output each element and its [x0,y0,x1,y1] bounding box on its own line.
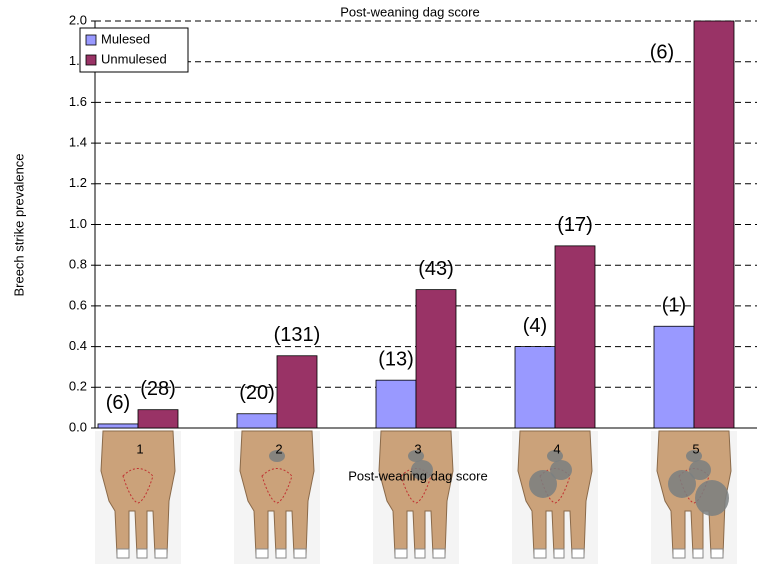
dag [411,460,433,480]
hoof [553,548,565,559]
hoof [394,548,408,559]
y-tick-label: 1.2 [69,175,87,190]
y-tick-label: 1.0 [69,216,87,231]
legend-box [79,27,189,73]
legend-label: Unmulesed [101,51,167,66]
legend-swatch [85,34,97,46]
hoof [432,548,446,559]
dag [269,450,285,462]
x-tick-label: 1 [136,441,143,456]
bar [137,409,179,429]
hoof [533,548,547,559]
hoof [275,548,287,559]
chart-title: Post-weaning dag score [340,4,479,19]
bar-annotation: (20) [239,382,275,404]
bar [236,413,278,429]
y-tick-label: 1.4 [69,135,87,150]
y-tick-label: 1.6 [69,94,87,109]
x-tick-label: 3 [414,441,421,456]
legend-swatch [85,54,97,66]
legend-label: Mulesed [101,31,150,46]
bar-annotation: (43) [418,258,454,280]
cow-breech [261,468,293,504]
dag-image [95,430,181,564]
dag-image [512,430,598,564]
bar [97,423,139,429]
y-tick-label: 2.0 [69,12,87,27]
hoof [255,548,269,559]
y-tick-label: 0.2 [69,379,87,394]
y-tick-label: 0.8 [69,257,87,272]
bar [514,346,556,429]
dag [686,450,702,462]
cow-breech [122,468,154,504]
bar [653,325,695,429]
bar-annotation: (6) [650,41,674,63]
dag-image [373,430,459,564]
dag-image [234,430,320,564]
hoof [136,548,148,559]
hoof [692,548,704,559]
bar-annotation: (4) [523,315,547,337]
dag [547,450,563,462]
hoof [154,548,168,559]
hoof [710,548,724,559]
y-tick-label: 0.4 [69,338,87,353]
hoof [414,548,426,559]
x-axis-label: Post-weaning dag score [348,468,487,483]
bar-annotation: (17) [557,214,593,236]
x-tick-label: 2 [275,441,282,456]
dag [550,460,572,480]
dag [408,450,424,462]
dag [689,460,711,480]
y-tick-label: 0.6 [69,297,87,312]
bar [375,379,417,429]
bar-annotation: (131) [274,324,321,346]
y-tick-label: 0.0 [69,419,87,434]
bar [693,20,735,429]
hoof [672,548,686,559]
dag-image [651,430,737,564]
dag [529,470,557,498]
x-tick-label: 5 [692,441,699,456]
bar-annotation: (6) [106,392,130,414]
hoof [116,548,130,559]
x-tick-label: 4 [553,441,560,456]
dag [668,470,696,498]
bar [415,289,457,429]
hoof [293,548,307,559]
dag [695,480,729,516]
bar-annotation: (28) [140,378,176,400]
bar [554,245,596,429]
hoof [571,548,585,559]
y-axis-label: Breech strike prevalence [11,153,26,296]
bar-annotation: (1) [662,295,686,317]
bar-annotation: (13) [378,348,414,370]
bar [276,355,318,429]
